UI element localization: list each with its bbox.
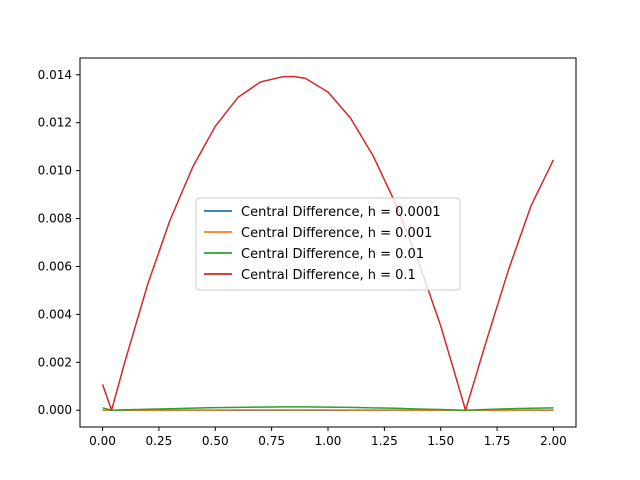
y-tick-label: 0.014 bbox=[38, 68, 72, 82]
x-tick-label: 1.50 bbox=[427, 434, 454, 448]
legend: Central Difference, h = 0.0001 Central Di… bbox=[195, 197, 461, 291]
series-line-3 bbox=[102, 406, 554, 411]
legend-label-3: Central Difference, h = 0.01 bbox=[241, 247, 424, 262]
series-layer bbox=[101, 75, 555, 411]
x-tick-label: 0.00 bbox=[89, 434, 116, 448]
y-axis: 0.000 0.002 0.004 0.006 0.008 0.010 0.012 0.014 bbox=[38, 68, 80, 417]
y-tick-label: 0.004 bbox=[38, 307, 72, 321]
x-tick-label: 2.00 bbox=[540, 434, 567, 448]
y-tick-label: 0.012 bbox=[38, 116, 72, 130]
legend-box bbox=[195, 197, 461, 291]
x-tick-label: 0.50 bbox=[202, 434, 229, 448]
legend-label-2: Central Difference, h = 0.001 bbox=[241, 226, 432, 241]
x-tick-label: 1.00 bbox=[315, 434, 342, 448]
y-tick-label: 0.010 bbox=[38, 164, 72, 178]
x-tick-label: 0.25 bbox=[146, 434, 173, 448]
y-tick-label: 0.000 bbox=[38, 403, 72, 417]
legend-label-1: Central Difference, h = 0.0001 bbox=[241, 205, 441, 220]
y-tick-label: 0.006 bbox=[38, 259, 72, 273]
legend-label-4: Central Difference, h = 0.1 bbox=[241, 268, 416, 283]
y-tick-label: 0.008 bbox=[38, 212, 72, 226]
x-tick-label: 0.75 bbox=[258, 434, 285, 448]
x-axis: 0.00 0.25 0.50 0.75 1.00 1.25 1.50 1.75 2.00 bbox=[89, 427, 567, 448]
y-tick-label: 0.002 bbox=[38, 355, 72, 369]
x-tick-label: 1.75 bbox=[484, 434, 511, 448]
series-line-4 bbox=[101, 75, 555, 411]
x-tick-label: 1.25 bbox=[371, 434, 398, 448]
